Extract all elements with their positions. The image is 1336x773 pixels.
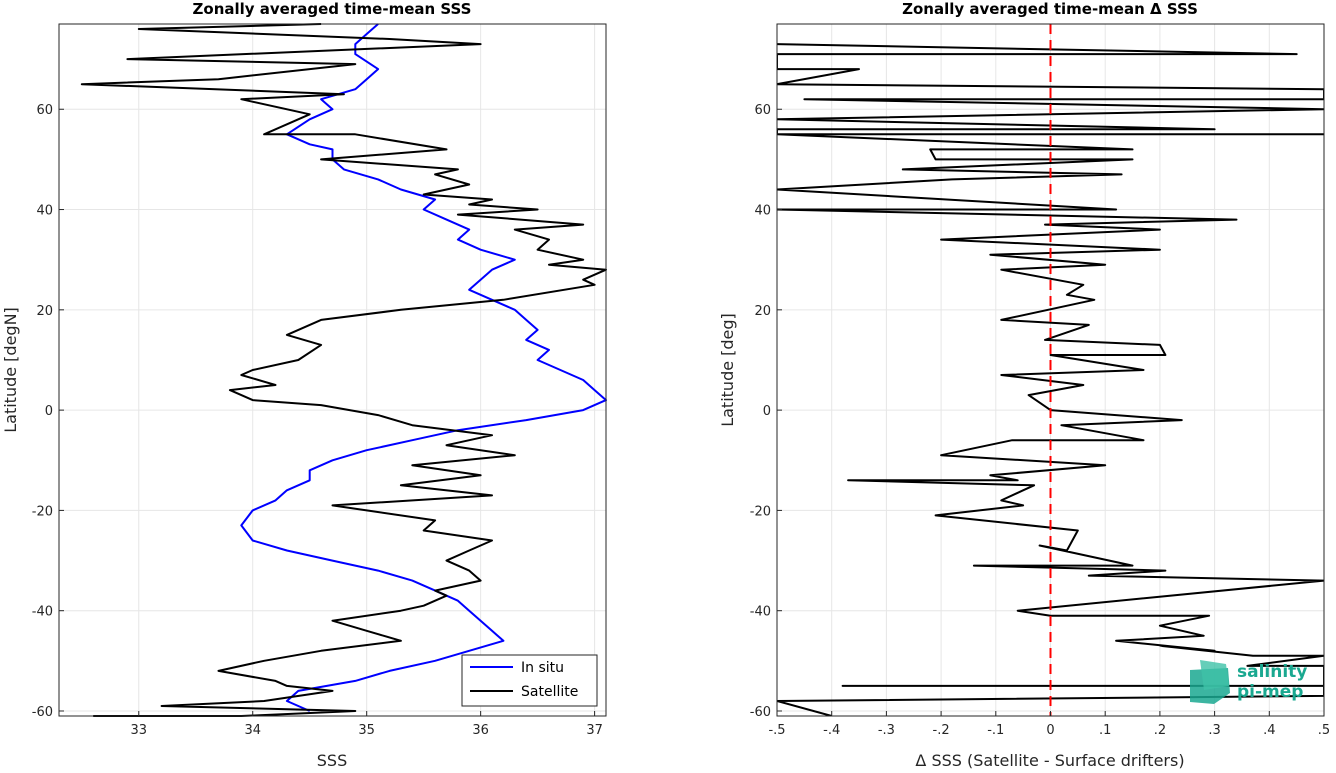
x-tick-label: -.3 bbox=[878, 723, 895, 738]
y-tick-label: 60 bbox=[36, 103, 53, 118]
y-tick-label: 20 bbox=[36, 304, 53, 319]
right-series bbox=[777, 43, 1324, 716]
legend-insitu-label: In situ bbox=[521, 660, 564, 676]
left-ticks: 33 34 35 36 37 -60 -40 -20 0 20 40 60 bbox=[32, 103, 603, 738]
left-series bbox=[80, 23, 607, 717]
logo-text-line2: pi-mep bbox=[1237, 682, 1303, 702]
x-tick-label: .2 bbox=[1154, 723, 1166, 738]
left-plot-area bbox=[59, 24, 606, 716]
logo-wave-accent bbox=[1200, 660, 1229, 690]
y-tick-label: 40 bbox=[754, 204, 771, 219]
y-tick-label: 0 bbox=[45, 404, 53, 419]
logo-text-line1: salinity bbox=[1237, 662, 1307, 682]
y-tick-label: 60 bbox=[754, 103, 771, 118]
in-situ-series-line bbox=[240, 23, 607, 712]
left-chart: 33 34 35 36 37 -60 -40 -20 0 20 40 60 Zonally avera… bbox=[1, 0, 607, 770]
x-tick-label: 34 bbox=[244, 723, 261, 738]
y-tick-label: -40 bbox=[750, 605, 771, 620]
left-x-axis-label: SSS bbox=[317, 751, 347, 769]
y-tick-label: 20 bbox=[754, 304, 771, 319]
satellite-series-line bbox=[80, 23, 607, 717]
y-tick-label: 0 bbox=[763, 404, 771, 419]
right-y-axis-label: Latitude [deg] bbox=[718, 313, 737, 427]
legend-box bbox=[461, 654, 598, 707]
x-tick-label: 37 bbox=[586, 723, 603, 738]
delta-sss-series-line bbox=[777, 43, 1324, 716]
right-ticks: -.5 -.4 -.3 -.2 -.1 0 .1 .2 .3 .4 .5 -60 -40 -20 0 20 40… bbox=[750, 103, 1330, 738]
legend: In situ Satellite bbox=[461, 654, 598, 707]
y-tick-label: -60 bbox=[32, 705, 53, 720]
left-axes-box bbox=[58, 23, 607, 717]
x-tick-label: .4 bbox=[1263, 723, 1275, 738]
right-chart-title: Zonally averaged time-mean Δ SSS bbox=[902, 0, 1198, 18]
right-x-axis-label: Δ SSS (Satellite - Surface drifters) bbox=[915, 751, 1184, 769]
legend-satellite-label: Satellite bbox=[521, 684, 578, 700]
y-tick-label: -20 bbox=[32, 504, 53, 519]
y-tick-label: -40 bbox=[32, 605, 53, 620]
x-tick-label: -.2 bbox=[933, 723, 950, 738]
x-tick-label: .5 bbox=[1318, 723, 1330, 738]
y-tick-label: 40 bbox=[36, 204, 53, 219]
x-tick-label: 35 bbox=[358, 723, 375, 738]
y-tick-label: -20 bbox=[750, 504, 771, 519]
x-tick-label: -.5 bbox=[768, 723, 785, 738]
left-chart-title: Zonally averaged time-mean SSS bbox=[193, 0, 472, 18]
x-tick-label: 33 bbox=[130, 723, 147, 738]
x-tick-label: .3 bbox=[1208, 723, 1220, 738]
x-tick-label: .1 bbox=[1099, 723, 1111, 738]
x-tick-label: 36 bbox=[472, 723, 489, 738]
left-y-axis-label: Latitude [degN] bbox=[1, 307, 20, 433]
right-chart: -.5 -.4 -.3 -.2 -.1 0 .1 .2 .3 .4 .5 -60 -40 -20 0 20 40… bbox=[718, 0, 1330, 770]
x-tick-label: 0 bbox=[1046, 723, 1054, 738]
x-tick-label: -.4 bbox=[823, 723, 840, 738]
x-tick-label: -.1 bbox=[987, 723, 1004, 738]
y-tick-label: -60 bbox=[750, 705, 771, 720]
salinity-pi-mep-logo: salinity pi-mep bbox=[1190, 660, 1307, 704]
